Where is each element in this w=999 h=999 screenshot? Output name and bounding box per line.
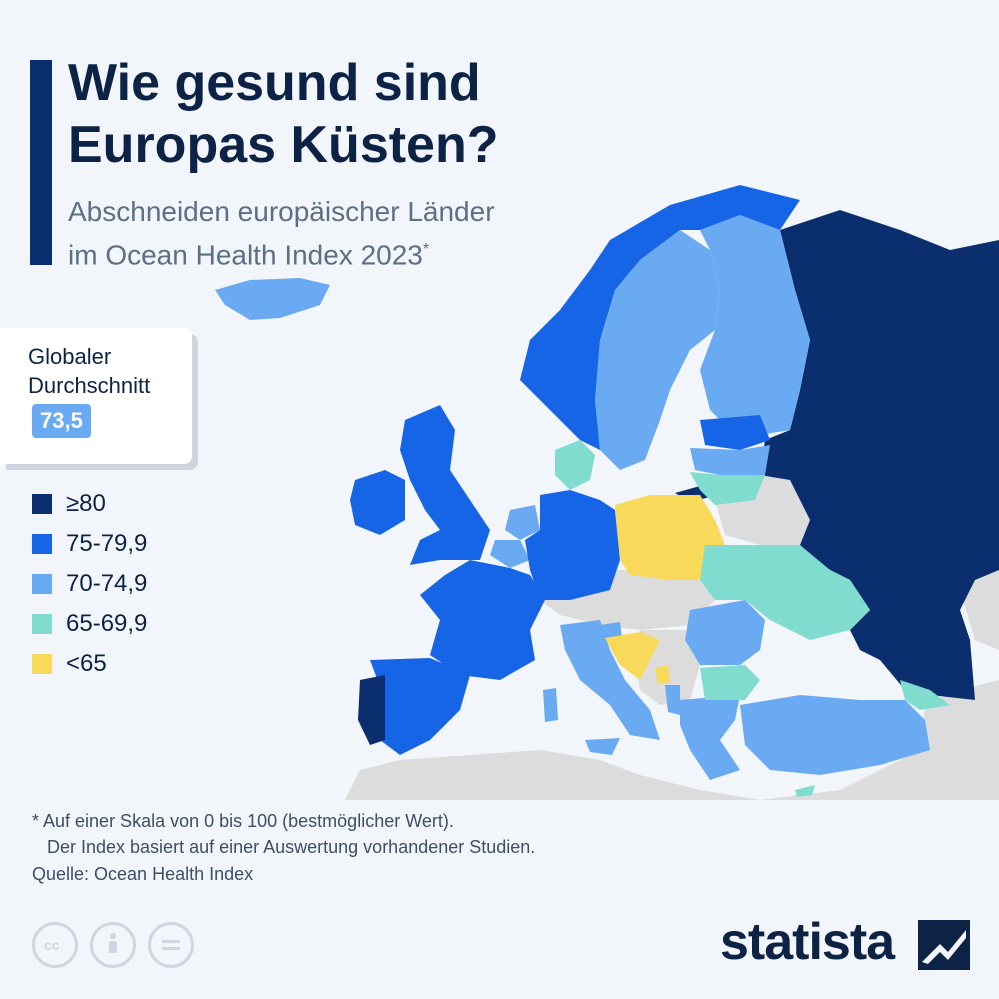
global-average-box: Globaler Durchschnitt 73,5: [0, 328, 192, 464]
legend-swatch: [32, 654, 52, 674]
footnote: * Auf einer Skala von 0 bis 100 (bestmög…: [32, 808, 535, 860]
country-daenemark: [555, 440, 595, 490]
middle-east-land: [840, 680, 999, 800]
country-zypern: [795, 785, 815, 797]
country-litauen: [690, 472, 765, 505]
svg-text:cc: cc: [44, 937, 60, 953]
legend-item: 70-74,9: [32, 564, 147, 604]
country-portugal: [358, 675, 385, 745]
country-norwegen: [520, 185, 800, 450]
legend-label: 75-79,9: [66, 530, 148, 557]
country-frankreich: [420, 560, 545, 680]
country-ukraine: [700, 545, 870, 640]
legend-item: ≥80: [32, 484, 147, 524]
page-subtitle: Abschneiden europäischer Länder im Ocean …: [68, 196, 495, 271]
footnote-line-1: * Auf einer Skala von 0 bis 100 (bestmög…: [32, 811, 454, 831]
country-russland: [760, 210, 999, 700]
legend-swatch: [32, 614, 52, 634]
legend-swatch: [32, 494, 52, 514]
country-griechenland: [680, 695, 740, 780]
north-africa-land: [345, 690, 999, 800]
legend-item: <65: [32, 644, 147, 684]
country-rumaenien: [685, 600, 765, 665]
country-finnland: [700, 215, 810, 435]
country-bulgarien: [700, 665, 760, 700]
legend-item: 65-69,9: [32, 604, 147, 644]
legend-label: <65: [66, 650, 107, 677]
license-icons: cc: [32, 922, 194, 968]
country-island: [215, 278, 330, 320]
global-average-label: Globaler Durchschnitt: [28, 344, 151, 398]
footnote-line-2: Der Index basiert auf einer Auswertung v…: [47, 837, 536, 857]
page-title: Wie gesund sind Europas Küsten?: [68, 54, 499, 174]
country-italien-sardinien: [543, 688, 558, 722]
country-polen: [615, 495, 725, 580]
country-georgien: [900, 680, 950, 710]
accent-bar: [30, 60, 52, 265]
source-text: Quelle: Ocean Health Index: [32, 864, 254, 884]
subtitle-footnote-mark: *: [422, 241, 430, 258]
country-tuerkei: [740, 695, 930, 775]
country-montenegro: [655, 665, 670, 684]
country-irland: [350, 470, 405, 535]
country-belgien: [490, 540, 530, 568]
country-slowenien: [600, 622, 622, 640]
nd-icon[interactable]: [148, 922, 194, 968]
country-estland: [700, 415, 770, 450]
legend-item: 75-79,9: [32, 524, 147, 564]
country-deutschland: [525, 490, 620, 600]
legend-label: 70-74,9: [66, 570, 148, 597]
legend-label: ≥80: [66, 490, 106, 517]
statista-brand[interactable]: statista: [720, 913, 895, 971]
statista-logo-icon[interactable]: [918, 920, 970, 970]
country-spanien: [370, 658, 470, 755]
country-niederlande: [505, 505, 540, 540]
global-average-value: 73,5: [32, 404, 91, 438]
legend-swatch: [32, 534, 52, 554]
country-italien-sizilien: [585, 738, 620, 755]
country-vereinigtes-koenigreich: [400, 405, 490, 565]
country-lettland: [690, 445, 770, 475]
country-albanien: [665, 685, 680, 715]
legend-swatch: [32, 574, 52, 594]
cc-icon[interactable]: cc: [32, 922, 78, 968]
legend: ≥80 75-79,9 70-74,9 65-69,9 <65: [32, 484, 147, 684]
legend-label: 65-69,9: [66, 610, 148, 637]
country-italien: [560, 620, 660, 740]
country-kroatien: [605, 632, 660, 680]
country-schweden: [595, 230, 720, 470]
by-icon[interactable]: [90, 922, 136, 968]
